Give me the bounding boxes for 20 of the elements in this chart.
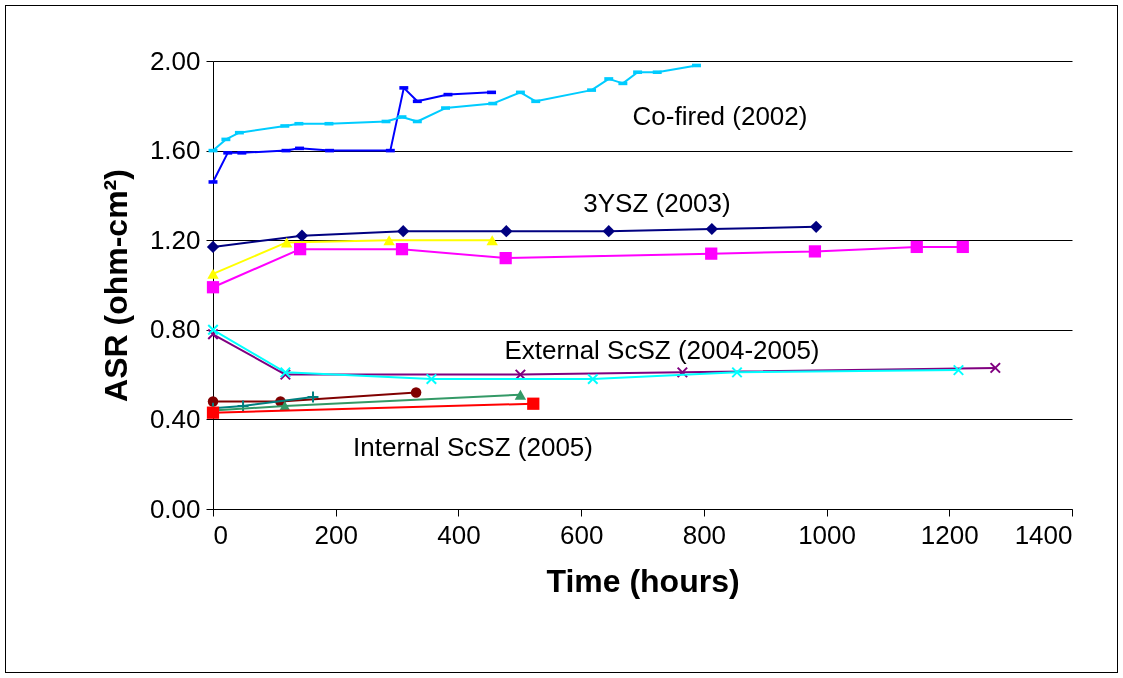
annotation: 3YSZ (2003) [583, 188, 731, 218]
x-tick-label: 1000 [798, 519, 856, 550]
x-tick-label: 800 [682, 519, 727, 550]
x-tick-label: 1200 [920, 519, 979, 550]
y-tick-label: 1.60 [149, 135, 201, 166]
x-tick-label: 600 [559, 519, 604, 550]
y-tick-label: 1.20 [149, 224, 201, 255]
y-axis-title: ASR (ohm-cm²) [97, 169, 134, 402]
x-tick-label: 0 [213, 519, 228, 550]
y-tick-label: 0.40 [149, 403, 201, 434]
y-tick-label: 0.80 [149, 314, 201, 345]
x-tick-label: 400 [437, 519, 481, 550]
y-tick-label: 0.00 [149, 493, 201, 524]
x-tick-label: 200 [314, 519, 358, 550]
x-tick-label: 1400 [1014, 519, 1073, 550]
annotation: Internal ScSZ (2005) [353, 432, 593, 462]
annotation: Co-fired (2002) [632, 101, 808, 131]
y-tick-label: 2.00 [149, 45, 201, 76]
x-axis-title: Time (hours) [546, 562, 740, 599]
annotation: External ScSZ (2004-2005) [504, 335, 820, 365]
